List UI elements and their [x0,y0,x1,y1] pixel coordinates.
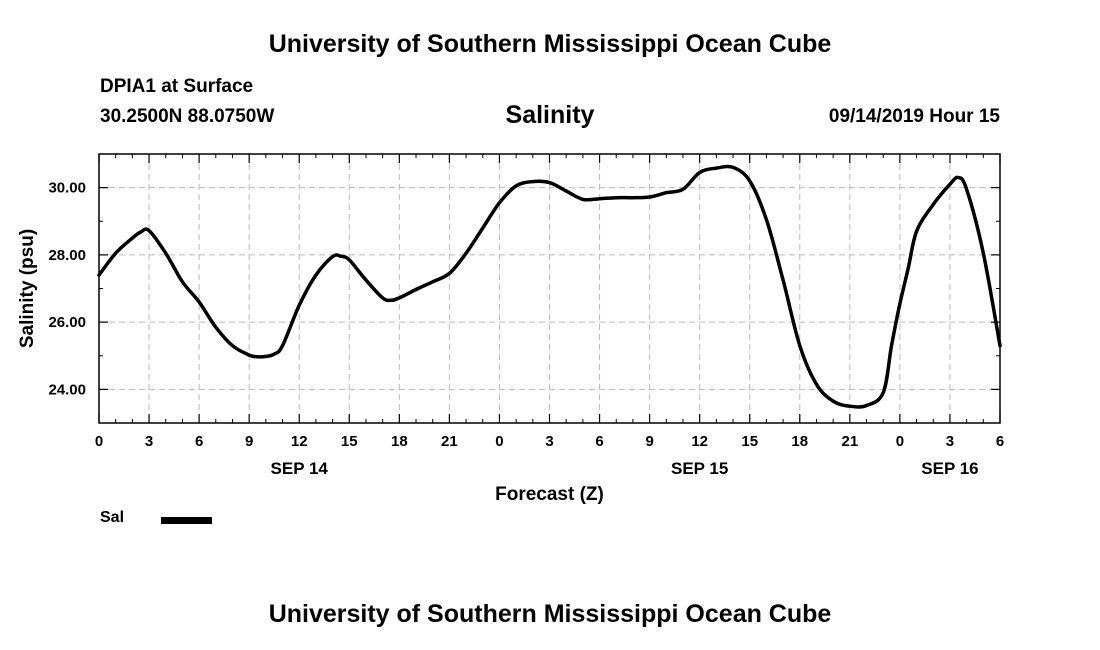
legend-label: Sal [100,509,125,526]
series-layer [97,164,1002,409]
x-tick-label: 3 [145,433,153,450]
x-tick-label: 6 [195,433,203,450]
x-tick-label: 18 [791,433,808,450]
legend-swatch [161,517,212,524]
variable-title: Salinity [505,101,595,129]
x-tick-label: 12 [691,433,708,450]
x-tick-label: 12 [291,433,308,450]
station-label: DPIA1 at Surface [100,76,254,97]
date-label: SEP 14 [271,459,329,478]
chart-title-top: University of Southern Mississippi Ocean… [268,30,832,58]
x-tick-label: 21 [441,433,458,450]
chart-title-bottom: University of Southern Mississippi Ocean… [268,600,832,628]
datetime-label: 09/14/2019 Hour 15 [828,106,1000,127]
x-tick-label: 0 [495,433,503,450]
grid-layer [99,154,1000,423]
y-tick-label: 28.00 [48,247,86,264]
y-tick-label: 30.00 [48,180,86,197]
coordinates-label: 30.2500N 88.0750W [100,106,275,127]
x-tick-label: 15 [741,433,758,450]
x-tick-label: 9 [245,433,253,450]
y-tick-label: 24.00 [48,381,86,398]
ticks-layer [98,153,1001,424]
x-tick-label: 15 [341,433,358,450]
x-tick-label: 9 [645,433,653,450]
labels-layer: 0 3 6 9 12 15 18 21 0 3 6 9 12 15 18 21 0 3 6 24.00 26.00 28.… [48,180,1004,478]
date-label: SEP 16 [921,459,978,478]
x-tick-label: 0 [896,433,904,450]
x-tick-label: 3 [545,433,553,450]
x-tick-label: 0 [95,433,103,450]
y-axis-label: Salinity (psu) [17,229,38,348]
x-tick-label: 21 [841,433,858,450]
x-axis-label: Forecast (Z) [495,484,604,505]
x-tick-label: 3 [946,433,954,450]
series-line-sal [97,164,1002,409]
y-tick-label: 26.00 [48,314,86,331]
date-label: SEP 15 [671,459,728,478]
x-tick-label: 18 [391,433,408,450]
x-tick-label: 6 [996,433,1004,450]
x-tick-label: 6 [595,433,603,450]
